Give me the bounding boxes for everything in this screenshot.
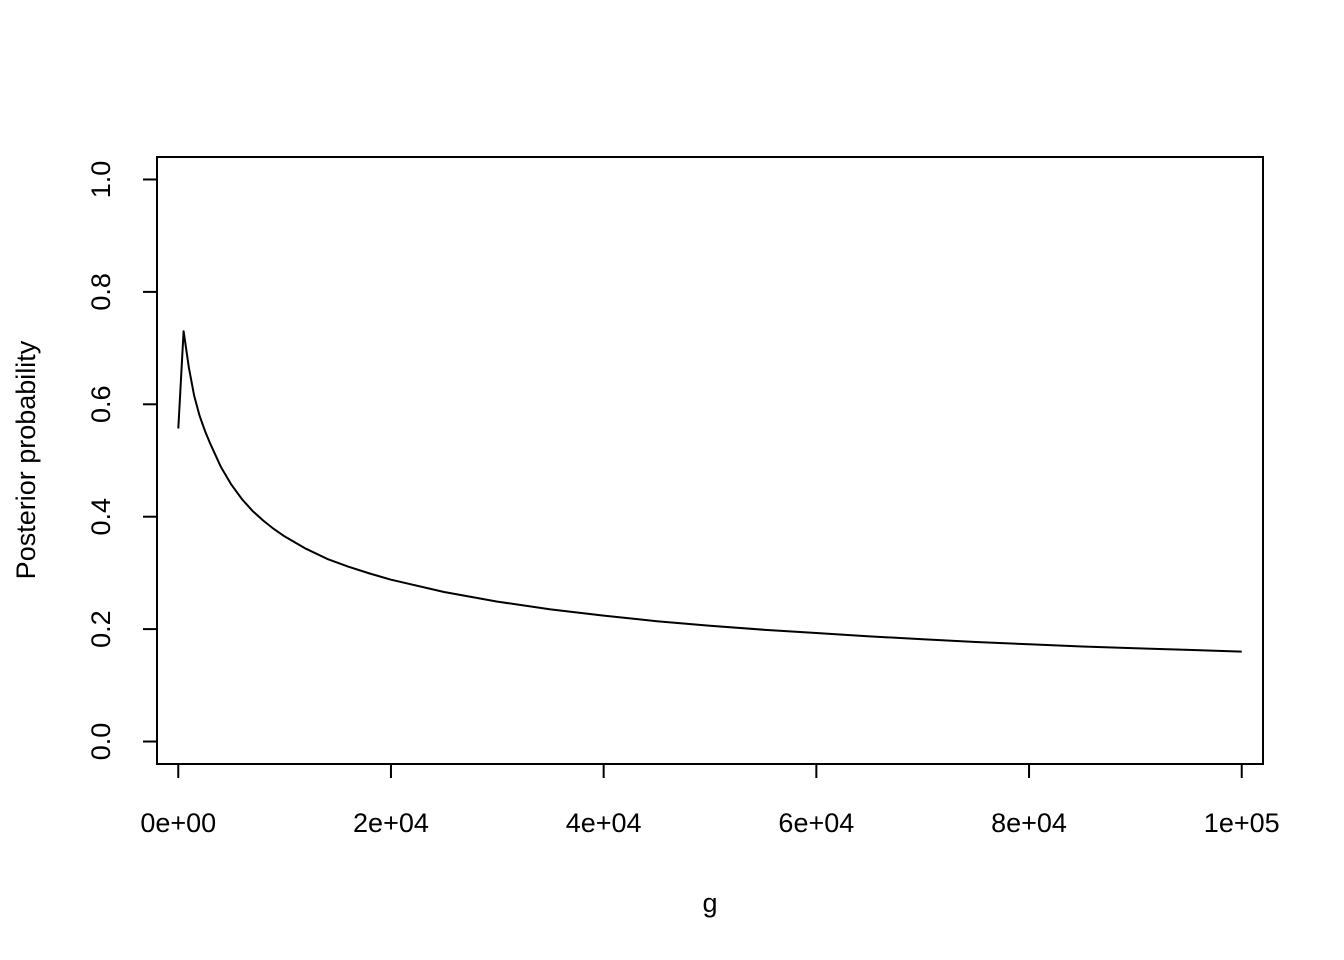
x-tick-label: 0e+00 — [140, 808, 216, 838]
y-tick-label: 0.8 — [86, 273, 116, 311]
y-tick-label: 0.6 — [86, 386, 116, 424]
y-axis-title: Posterior probability — [11, 340, 41, 579]
x-tick-label: 8e+04 — [991, 808, 1067, 838]
y-tick-label: 0.4 — [86, 498, 116, 536]
x-tick-label: 1e+05 — [1204, 808, 1280, 838]
x-tick-label: 2e+04 — [353, 808, 429, 838]
plot-frame — [156, 156, 1264, 765]
y-tick-label: 0.0 — [86, 723, 116, 761]
y-tick-label: 1.0 — [86, 161, 116, 199]
series-layer — [177, 330, 1242, 653]
x-tick-label: 4e+04 — [566, 808, 642, 838]
y-axis: 0.0 0.2 0.4 0.6 0.8 1.0 — [86, 161, 158, 761]
x-axis-title: g — [702, 888, 717, 918]
y-tick-label: 0.2 — [86, 610, 116, 648]
x-tick-label: 6e+04 — [778, 808, 854, 838]
series-line — [177, 330, 1242, 653]
x-axis: 0e+00 2e+04 4e+04 6e+04 8e+04 1e+05 — [140, 763, 1280, 838]
